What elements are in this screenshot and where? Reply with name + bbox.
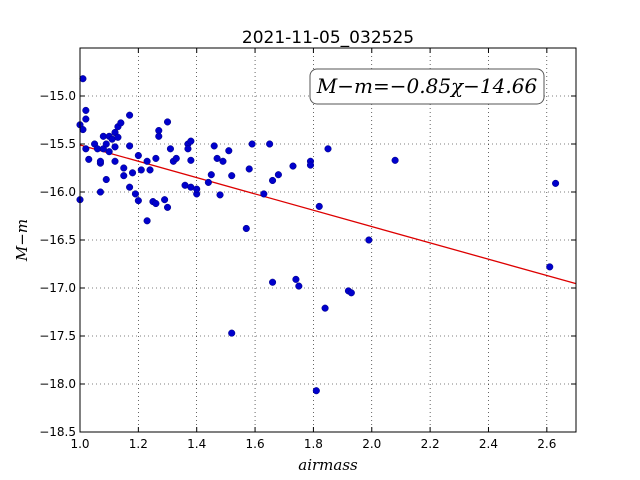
data-point (216, 191, 224, 199)
data-point (324, 145, 332, 153)
scatter-points (76, 75, 560, 395)
data-point (102, 175, 110, 184)
data-point (82, 115, 90, 123)
data-point (210, 142, 218, 150)
x-tick-label: 1.0 (70, 437, 89, 451)
data-point (126, 142, 134, 150)
data-point (79, 126, 87, 134)
data-point (79, 75, 87, 83)
axis-ticks: 1.0 1.2 1.4 1.6 1.8 2.0 2.2 2.4 2.6 −15.0 −15.5 −16… (39, 48, 576, 451)
data-point (187, 156, 195, 164)
data-point (131, 190, 139, 198)
data-point (114, 133, 122, 141)
data-point (120, 164, 128, 172)
data-point (152, 154, 160, 162)
data-point (242, 224, 250, 233)
data-point (126, 183, 134, 191)
data-point (552, 179, 560, 187)
data-point (315, 202, 323, 210)
fit-line (79, 144, 577, 285)
equation-box: M−m=−0.85χ−14.66 (309, 68, 545, 105)
x-tick-label: 1.8 (304, 437, 323, 451)
data-point (391, 156, 399, 164)
x-axis-label: airmass (298, 456, 358, 474)
x-tick-label: 1.4 (187, 437, 206, 451)
data-point (219, 157, 227, 165)
data-point (105, 148, 113, 156)
data-point (269, 176, 277, 185)
x-tick-label: 2.0 (362, 437, 381, 451)
data-point (228, 329, 236, 337)
data-point (155, 132, 163, 140)
grid (79, 48, 576, 433)
data-point (117, 119, 125, 127)
data-point (85, 155, 93, 163)
data-point (546, 263, 554, 271)
data-point (187, 137, 195, 145)
x-tick-label: 2.6 (537, 437, 556, 451)
y-axis-label: M−m (13, 219, 31, 262)
data-point (143, 157, 151, 165)
data-point (96, 188, 104, 196)
data-point (289, 162, 297, 170)
y-tick-label: −16.5 (39, 233, 76, 247)
data-point (213, 154, 221, 162)
data-point (134, 151, 142, 160)
chart-title: 2021-11-05_032525 (242, 28, 414, 48)
data-point (166, 145, 174, 153)
data-point (248, 140, 256, 148)
data-point (128, 169, 137, 177)
data-point (347, 289, 355, 297)
data-point (260, 190, 268, 198)
data-point (204, 178, 212, 186)
y-tick-label: −17.5 (39, 329, 76, 343)
data-point (161, 196, 169, 204)
data-point (193, 185, 201, 193)
y-tick-label: −18.0 (39, 377, 76, 391)
equation-annotation: M−m=−0.85χ−14.66 (316, 74, 538, 98)
data-point (111, 157, 119, 165)
data-point (137, 166, 145, 174)
data-point (146, 166, 154, 174)
data-point (184, 145, 192, 153)
data-point (111, 143, 119, 151)
data-point (274, 171, 282, 179)
data-point (163, 118, 172, 126)
y-tick-label: −17.0 (39, 281, 76, 295)
data-point (225, 147, 233, 155)
data-point (126, 111, 134, 119)
data-point (143, 217, 151, 225)
data-point (228, 172, 236, 180)
data-point (266, 140, 274, 148)
data-point (172, 154, 180, 162)
y-tick-label: −18.5 (39, 425, 76, 439)
equation-frame (309, 68, 545, 105)
data-point (292, 275, 300, 283)
x-tick-label: 1.2 (129, 437, 148, 451)
data-point (134, 197, 142, 205)
data-point (102, 140, 110, 148)
x-tick-label: 2.2 (421, 437, 440, 451)
data-point (312, 387, 320, 395)
y-tick-label: −16.0 (39, 185, 76, 199)
data-point (152, 199, 160, 208)
data-point (295, 282, 303, 290)
data-point (306, 161, 315, 169)
data-point (207, 171, 215, 179)
data-point (245, 165, 253, 173)
x-tick-label: 2.4 (479, 437, 498, 451)
fit-line-group (79, 144, 577, 285)
y-tick-label: −15.0 (39, 89, 76, 103)
data-point (321, 304, 329, 312)
data-point (163, 203, 172, 211)
data-point (82, 145, 90, 153)
data-point (365, 236, 373, 244)
data-point (96, 157, 104, 165)
x-tick-label: 1.6 (246, 437, 265, 451)
y-tick-label: −15.5 (39, 137, 76, 151)
data-point (82, 106, 90, 114)
data-point (269, 278, 277, 286)
data-point (120, 172, 128, 180)
